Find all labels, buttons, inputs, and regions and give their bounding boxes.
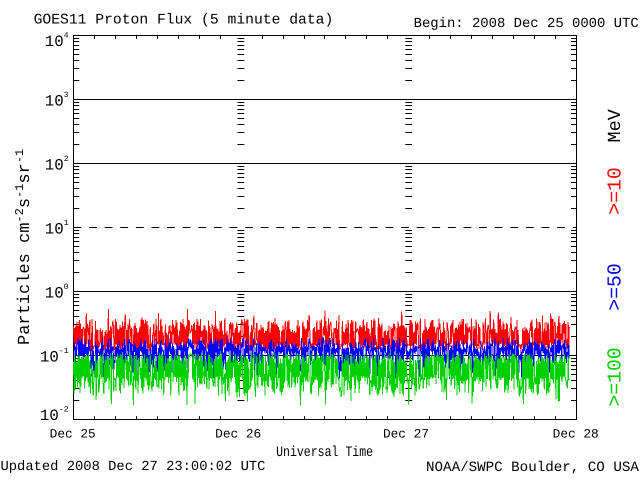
svg-text:103: 103 bbox=[45, 91, 69, 110]
svg-text:Particles cm-2s-1sr-1: Particles cm-2s-1sr-1 bbox=[13, 149, 35, 345]
svg-text:>=10: >=10 bbox=[605, 167, 627, 214]
svg-text:>=50: >=50 bbox=[605, 263, 627, 310]
svg-text:100: 100 bbox=[45, 283, 69, 302]
svg-text:GOES11 Proton Flux (5 minute d: GOES11 Proton Flux (5 minute data) bbox=[34, 12, 334, 28]
svg-text:Dec 28: Dec 28 bbox=[553, 427, 599, 442]
svg-text:Begin: 2008 Dec 25 0000 UTC: Begin: 2008 Dec 25 0000 UTC bbox=[414, 16, 639, 32]
svg-text:Dec 27: Dec 27 bbox=[383, 427, 429, 442]
svg-text:Universal Time: Universal Time bbox=[276, 445, 373, 461]
svg-text:101: 101 bbox=[45, 219, 69, 238]
svg-text:>=100: >=100 bbox=[605, 347, 627, 406]
svg-text:MeV: MeV bbox=[605, 109, 626, 142]
svg-text:Dec 25: Dec 25 bbox=[50, 427, 96, 442]
svg-text:NOAA/SWPC Boulder, CO USA: NOAA/SWPC Boulder, CO USA bbox=[426, 460, 639, 476]
svg-text:102: 102 bbox=[45, 155, 69, 174]
svg-text:Dec 26: Dec 26 bbox=[215, 427, 261, 442]
svg-text:104: 104 bbox=[45, 32, 69, 51]
svg-text:Updated 2008 Dec 27 23:00:02 U: Updated 2008 Dec 27 23:00:02 UTC bbox=[1, 460, 266, 475]
